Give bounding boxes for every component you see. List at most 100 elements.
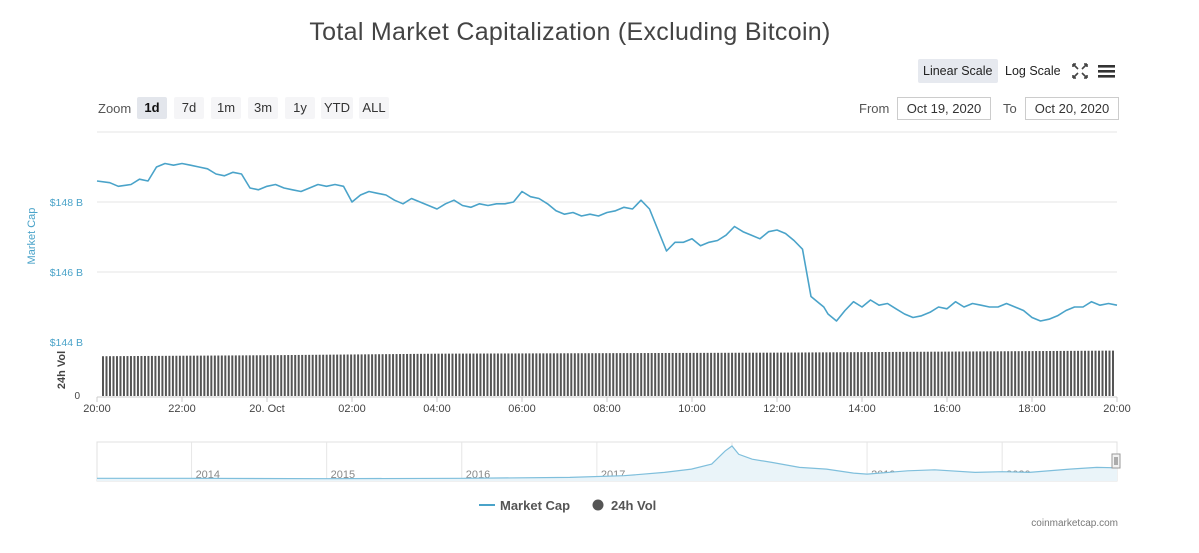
volume-bar [245, 355, 248, 396]
volume-bar [979, 351, 982, 396]
volume-bar [860, 352, 863, 396]
volume-bar [1091, 350, 1094, 396]
volume-bar [105, 356, 108, 396]
hamburger-menu-icon[interactable] [1096, 60, 1118, 82]
zoom-3m-button[interactable]: 3m [248, 97, 278, 119]
volume-bar [682, 352, 685, 396]
volume-bar [807, 352, 810, 396]
volume-bar [1070, 350, 1073, 396]
volume-bar [975, 351, 978, 396]
volume-bar [619, 353, 622, 396]
volume-bar [958, 351, 961, 396]
volume-bar [217, 355, 220, 396]
volume-bar [430, 353, 433, 396]
log-scale-button[interactable]: Log Scale [1005, 64, 1061, 78]
volume-bar [385, 354, 388, 396]
volume-bar [594, 353, 597, 396]
volume-bar [891, 351, 894, 396]
volume-bar [1063, 350, 1066, 396]
zoom-7d-button[interactable]: 7d [174, 97, 204, 119]
volume-bar [1031, 351, 1034, 396]
range-to-input[interactable] [1025, 97, 1119, 120]
volume-bar [818, 352, 821, 396]
volume-bar [1094, 350, 1097, 396]
volume-bar [947, 351, 950, 396]
volume-bar [804, 352, 807, 396]
zoom-1m-button[interactable]: 1m [211, 97, 241, 119]
volume-bar [559, 353, 562, 396]
volume-bar [881, 352, 884, 396]
volume-bar [507, 353, 510, 396]
volume-bar [954, 351, 957, 396]
volume-bar [951, 351, 954, 396]
volume-bar [615, 353, 618, 396]
volume-bar [961, 351, 964, 396]
volume-bar [427, 353, 430, 396]
volume-bar [395, 354, 398, 396]
fullscreen-icon[interactable] [1069, 60, 1091, 82]
volume-bar [171, 355, 174, 396]
volume-bar [828, 352, 831, 396]
zoom-ytd-button[interactable]: YTD [321, 97, 353, 119]
volume-bar [748, 352, 751, 396]
volume-bar [912, 351, 915, 396]
volume-bar [545, 353, 548, 396]
volume-bar [1010, 351, 1013, 396]
linear-scale-button[interactable]: Linear Scale [918, 59, 998, 83]
volume-bar [835, 352, 838, 396]
volume-bar [402, 353, 405, 396]
volume-bar [689, 352, 692, 396]
volume-bar [301, 354, 304, 396]
volume-bar [996, 351, 999, 396]
volume-bar [112, 356, 115, 396]
volume-bar [664, 352, 667, 396]
x-tick-label: 22:00 [168, 403, 196, 415]
y-axis-title: Market Cap [26, 208, 38, 265]
volume-bar [231, 355, 234, 396]
volume-bar [1066, 350, 1069, 396]
volume-bar [993, 351, 996, 396]
volume-bar [444, 353, 447, 396]
volume-bar [706, 352, 709, 396]
volume-bar [762, 352, 765, 396]
volume-bar [140, 355, 143, 396]
volume-bar [468, 353, 471, 396]
volume-bar [283, 355, 286, 396]
volume-bar [203, 355, 206, 396]
zoom-all-button[interactable]: ALL [359, 97, 389, 119]
volume-bar [916, 351, 919, 396]
volume-bar [874, 352, 877, 396]
volume-bar [423, 353, 426, 396]
volume-bar [888, 351, 891, 396]
volume-bar [1087, 350, 1090, 396]
range-to-label: To [1003, 101, 1017, 116]
volume-bar [1098, 350, 1101, 396]
volume-bar [696, 352, 699, 396]
volume-bar [115, 356, 118, 396]
volume-bar [692, 352, 695, 396]
volume-bar [1014, 351, 1017, 396]
volume-bar [1080, 350, 1083, 396]
zoom-label: Zoom [98, 101, 132, 116]
zoom-1d-button[interactable]: 1d [137, 97, 167, 119]
navigator-handle [1111, 453, 1121, 469]
volume-bar [161, 355, 164, 396]
volume-bar [647, 353, 650, 396]
volume-bar [1024, 351, 1027, 396]
volume-bar [1003, 351, 1006, 396]
volume-bar [1101, 350, 1104, 396]
volume-bar [517, 353, 520, 396]
volume-bar [475, 353, 478, 396]
volume-bar [636, 353, 639, 396]
volume-bar [339, 354, 342, 396]
range-from-input[interactable] [897, 97, 991, 120]
volume-bar [622, 353, 625, 396]
volume-bar [766, 352, 769, 396]
volume-bar [227, 355, 230, 396]
volume-bar [248, 355, 251, 396]
volume-bar [535, 353, 538, 396]
volume-bar [371, 354, 374, 396]
credit-link[interactable]: coinmarketcap.com [1031, 518, 1118, 529]
zoom-1y-button[interactable]: 1y [285, 97, 315, 119]
volume-bar [357, 354, 360, 396]
